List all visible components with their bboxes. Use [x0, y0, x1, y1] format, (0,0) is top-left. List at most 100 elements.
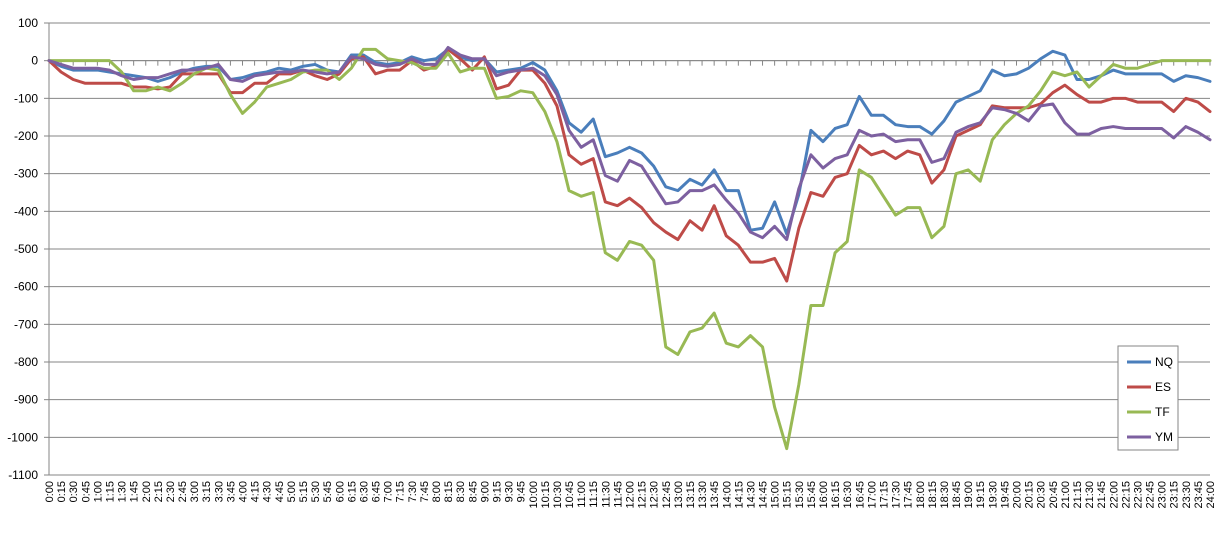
x-tick-label: 10:30	[552, 481, 564, 509]
y-tick-label: -200	[14, 129, 38, 143]
x-tick-label: 23:15	[1169, 481, 1181, 509]
x-tick-label: 2:30	[165, 481, 177, 502]
x-tick-label: 9:45	[516, 481, 528, 502]
x-tick-label: 9:30	[504, 481, 516, 502]
x-tick-label: 19:30	[987, 481, 999, 509]
x-tick-label: 5:15	[298, 481, 310, 502]
x-tick-label: 18:45	[951, 481, 963, 509]
x-tick-label: 20:45	[1048, 481, 1060, 509]
y-tick-label: -800	[14, 355, 38, 369]
x-tick-label: 17:00	[866, 481, 878, 509]
x-tick-label: 23:00	[1157, 481, 1169, 509]
series-line-nq	[47, 47, 1212, 236]
y-tick-label: 0	[31, 54, 38, 68]
y-tick-label: 100	[18, 16, 38, 30]
x-tick-label: 11:45	[612, 481, 624, 508]
x-tick-label: 8:45	[467, 481, 479, 502]
x-tick-label: 17:15	[878, 481, 890, 509]
y-tick-label: -500	[14, 242, 38, 256]
x-tick-label: 22:45	[1145, 481, 1157, 509]
x-tick-label: 21:00	[1060, 481, 1072, 509]
x-tick-label: 11:15	[588, 481, 600, 508]
x-tick-label: 1:30	[117, 481, 129, 502]
x-tick-label: 3:45	[225, 481, 237, 502]
x-tick-label: 3:15	[201, 481, 213, 502]
x-tick-label: 3:00	[189, 481, 201, 502]
x-tick-label: 13:00	[673, 481, 685, 509]
y-tick-label: -1100	[8, 468, 38, 482]
x-tick-label: 9:00	[479, 481, 491, 502]
x-tick-label: 13:45	[709, 481, 721, 509]
x-tick-label: 21:45	[1096, 481, 1108, 509]
x-tick-label: 22:30	[1132, 481, 1144, 509]
x-tick-label: 16:45	[854, 481, 866, 509]
gridlines	[49, 22, 1210, 476]
x-tick-label: 1:15	[104, 481, 116, 502]
x-tick-label: 7:45	[419, 481, 431, 502]
x-tick-label: 16:00	[818, 481, 830, 509]
x-tick-label: 2:15	[153, 481, 165, 502]
legend-label-nq: NQ	[1155, 355, 1173, 369]
x-tick-label: 19:45	[999, 481, 1011, 509]
x-tick-label: 3:30	[213, 481, 225, 502]
x-tick-label: 7:30	[407, 481, 419, 502]
x-tick-label: 13:30	[697, 481, 709, 509]
x-tick-label: 12:30	[649, 481, 661, 509]
legend-label-ym: YM	[1155, 430, 1173, 444]
series-line-es	[47, 47, 1212, 283]
x-tick-label: 21:30	[1084, 481, 1096, 509]
x-tick-labels: 0:00 0:15 0:30 0:45 1:00 1:15 1:30 1:45 2:00 2:15…	[44, 481, 1217, 509]
x-tick-label: 15:45	[806, 481, 818, 509]
x-tick-label: 12:00	[625, 481, 637, 509]
x-tick-label: 4:00	[238, 481, 250, 502]
x-tick-label: 4:45	[274, 481, 286, 502]
x-tick-label: 23:30	[1181, 481, 1193, 509]
x-tick-label: 11:30	[600, 481, 612, 508]
x-tick-label: 0:30	[68, 481, 80, 502]
x-tick-label: 18:00	[915, 481, 927, 509]
x-tick-label: 22:15	[1120, 481, 1132, 509]
x-tick-label: 8:00	[431, 481, 443, 502]
x-tick-label: 17:45	[903, 481, 915, 509]
x-tick-label: 17:30	[891, 481, 903, 509]
x-tick-label: 4:30	[262, 481, 274, 502]
x-tick-label: 16:30	[842, 481, 854, 509]
x-tick-label: 6:15	[346, 481, 358, 502]
y-tick-label: -300	[14, 167, 38, 181]
x-tick-label: 10:45	[564, 481, 576, 509]
y-tick-label: -1000	[7, 430, 38, 444]
x-tick-label: 14:45	[758, 481, 770, 509]
y-tick-label: -100	[14, 91, 38, 105]
series-line-ym	[47, 45, 1212, 242]
series-lines	[47, 45, 1212, 451]
x-tick-label: 19:00	[963, 481, 975, 509]
x-tick-label: 8:15	[443, 481, 455, 502]
x-tick-label: 15:15	[782, 481, 794, 509]
x-tick-label: 19:15	[975, 481, 987, 509]
x-tick-label: 1:00	[92, 481, 104, 502]
x-tick-label: 2:45	[177, 481, 189, 502]
y-tick-label: -900	[14, 393, 38, 407]
x-tick-label: 22:00	[1108, 481, 1120, 509]
x-tick-label: 9:15	[491, 481, 503, 502]
x-tick-label: 20:15	[1024, 481, 1036, 509]
x-tick-label: 0:45	[80, 481, 92, 502]
x-tick-label: 5:45	[322, 481, 334, 502]
x-tick-label: 14:15	[733, 481, 745, 509]
x-tick-label: 5:30	[310, 481, 322, 502]
x-tick-label: 5:00	[286, 481, 298, 502]
x-tick-label: 6:45	[371, 481, 383, 502]
legend-label-es: ES	[1155, 380, 1171, 394]
x-tick-label: 4:15	[250, 481, 262, 502]
legend: NQ ES TF YM	[1117, 345, 1179, 451]
x-tick-label: 24:00	[1205, 481, 1217, 509]
legend-label-tf: TF	[1155, 405, 1170, 419]
x-tick-label: 6:30	[358, 481, 370, 502]
y-tick-label: -400	[14, 204, 38, 218]
x-tick-label: 20:30	[1036, 481, 1048, 509]
x-tick-label: 7:00	[383, 481, 395, 502]
y-tick-labels: 100 0 -100 -200 -300 -400 -500 -600 -700 -800 -900…	[7, 16, 38, 482]
x-tick-label: 1:45	[129, 481, 141, 502]
x-tick-label: 12:15	[637, 481, 649, 509]
